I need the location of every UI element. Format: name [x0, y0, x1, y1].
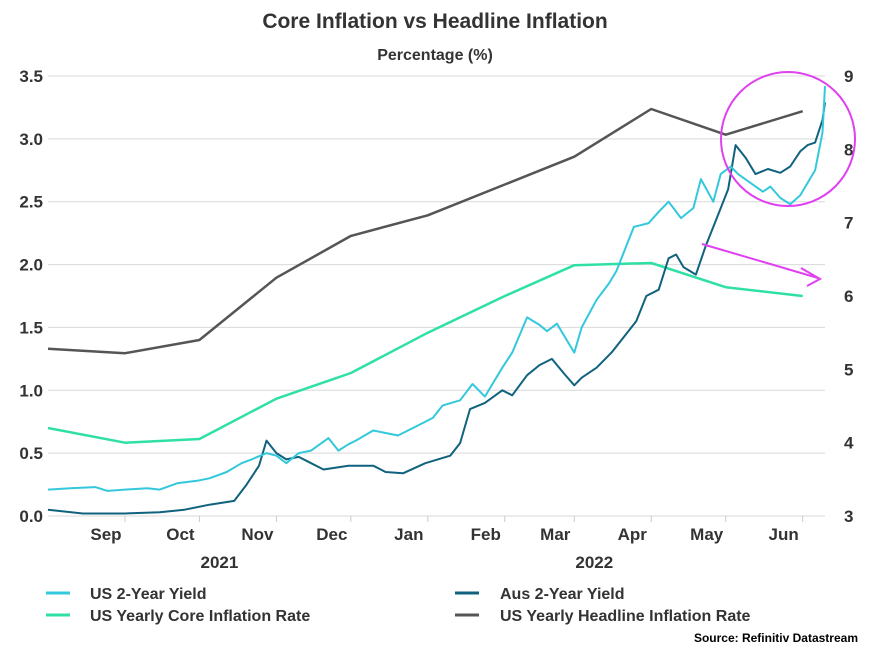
legend-item-us-core: US Yearly Core Inflation Rate — [46, 608, 310, 625]
chart-subtitle: Percentage (%) — [377, 47, 493, 64]
x-year-label: 2021 — [201, 553, 239, 572]
annotations — [701, 71, 856, 287]
series-line-aus-2-year-yield — [47, 102, 826, 515]
trend-arrow-shaft — [701, 243, 819, 279]
y-left-tick-label: 1.0 — [19, 381, 43, 400]
y-left-tick-label: 0.0 — [19, 507, 43, 526]
x-month-label: May — [690, 525, 724, 544]
trend-arrow-head — [800, 267, 823, 287]
x-month-label: Dec — [316, 525, 347, 544]
x-month-label: Mar — [540, 525, 571, 544]
x-month-label: Feb — [471, 525, 501, 544]
x-year-label: 2022 — [575, 553, 613, 572]
y-left-tick-label: 1.5 — [19, 318, 43, 337]
y-right-tick-label: 9 — [844, 67, 853, 86]
legend-item-us-headline: US Yearly Headline Inflation Rate — [455, 608, 751, 625]
x-axis: Sep Oct Nov Dec Jan Feb Mar Apr May Jun 2021 2022 — [90, 516, 804, 572]
x-month-label: Sep — [90, 525, 121, 544]
legend-label-us-core: US Yearly Core Inflation Rate — [90, 608, 310, 625]
source-note: Source: Refinitiv Datastream — [694, 631, 858, 645]
y-right-tick-label: 6 — [844, 287, 853, 306]
highlight-circle — [720, 71, 856, 207]
y-left-tick-label: 3.5 — [19, 67, 43, 86]
right-axis: 3 4 5 6 7 8 9 — [844, 67, 854, 526]
series-line-us-yearly-core-inflation-rate — [47, 261, 803, 444]
y-left-tick-label: 2.5 — [19, 193, 43, 212]
series-line-us-2-year-yield — [47, 86, 826, 492]
chart-title: Core Inflation vs Headline Inflation — [262, 10, 607, 33]
series-line-us-yearly-headline-inflation-rate — [47, 107, 804, 355]
gridlines — [48, 75, 825, 517]
x-month-label: Oct — [166, 525, 195, 544]
legend: US 2-Year Yield Aus 2-Year Yield US Year… — [46, 586, 751, 625]
y-right-tick-label: 4 — [844, 434, 854, 453]
legend-label-us-2y: US 2-Year Yield — [90, 586, 207, 603]
x-month-label: Jan — [394, 525, 423, 544]
legend-label-aus-2y: Aus 2-Year Yield — [500, 586, 625, 603]
x-month-label: Apr — [618, 525, 648, 544]
y-left-tick-label: 0.5 — [19, 444, 43, 463]
y-left-tick-label: 2.0 — [19, 256, 43, 275]
series-lines — [47, 86, 826, 515]
y-left-tick-label: 3.0 — [19, 130, 43, 149]
x-month-label: Jun — [769, 525, 799, 544]
y-right-tick-label: 8 — [844, 140, 853, 159]
y-right-tick-label: 3 — [844, 507, 853, 526]
left-axis: 0.0 0.5 1.0 1.5 2.0 2.5 3.0 3.5 — [19, 67, 43, 526]
legend-item-us-2y: US 2-Year Yield — [46, 586, 207, 603]
legend-label-us-headline: US Yearly Headline Inflation Rate — [500, 608, 751, 625]
y-right-tick-label: 7 — [844, 214, 853, 233]
x-month-label: Nov — [241, 525, 274, 544]
legend-item-aus-2y: Aus 2-Year Yield — [455, 586, 625, 603]
y-right-tick-label: 5 — [844, 360, 853, 379]
